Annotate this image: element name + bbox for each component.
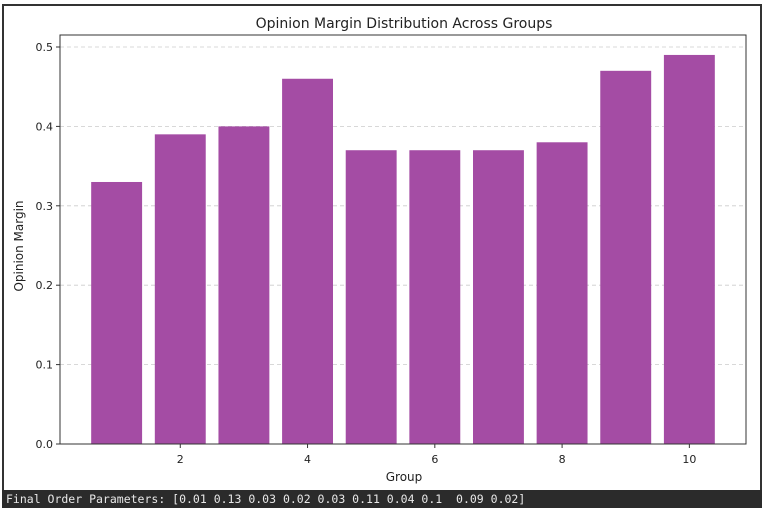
x-tick-label: 8: [559, 453, 566, 466]
y-tick-label: 0.4: [36, 120, 54, 133]
bar-group-6: [409, 150, 461, 444]
bar-group-4: [282, 78, 333, 444]
console-output: Final Order Parameters: [0.01 0.13 0.03 …: [2, 490, 762, 508]
bar-group-10: [663, 54, 715, 444]
y-tick-label: 0.5: [36, 41, 54, 54]
bar-group-8: [536, 142, 588, 444]
bar-group-5: [345, 150, 397, 444]
y-tick-label: 0.2: [36, 279, 54, 292]
bar-group-3: [218, 126, 270, 445]
x-tick-label: 2: [177, 453, 184, 466]
x-tick-label: 4: [304, 453, 311, 466]
x-tick-label: 6: [431, 453, 438, 466]
bar-group-9: [600, 70, 652, 444]
bar-group-2: [154, 134, 206, 444]
y-tick-label: 0.3: [36, 200, 54, 213]
y-axis-label: Opinion Margin: [12, 200, 26, 291]
chart-title: Opinion Margin Distribution Across Group…: [256, 16, 553, 32]
bar-group-1: [91, 181, 143, 445]
axes-frame: [59, 34, 747, 445]
y-tick-label: 0.0: [36, 438, 54, 451]
x-tick-label: 10: [682, 453, 696, 466]
x-axis-label: Group: [386, 470, 423, 484]
y-tick-label: 0.1: [36, 359, 54, 372]
bar-group-7: [473, 150, 524, 444]
